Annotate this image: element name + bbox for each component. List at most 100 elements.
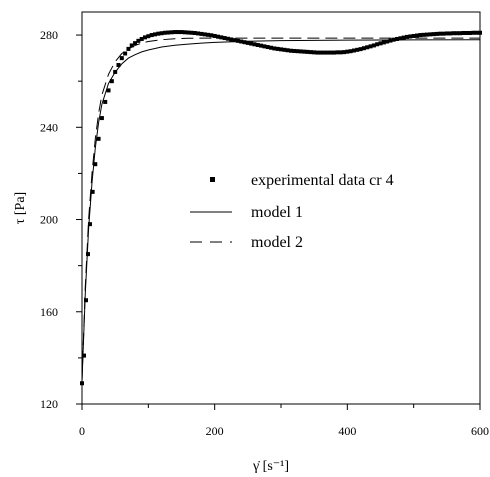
data-point — [365, 45, 370, 50]
y-tick-label: 280 — [40, 28, 58, 42]
data-point — [255, 42, 260, 47]
x-tick-label: 400 — [338, 424, 356, 438]
data-point — [292, 48, 297, 53]
legend-label: model 1 — [251, 204, 303, 221]
data-point — [196, 31, 201, 36]
data-point — [162, 30, 167, 35]
data-point — [348, 49, 353, 54]
data-point — [428, 32, 433, 37]
data-point — [242, 40, 247, 45]
data-point — [408, 34, 413, 39]
data-point — [103, 99, 108, 104]
data-point — [133, 41, 138, 46]
data-point — [351, 48, 356, 53]
data-point — [295, 49, 300, 54]
data-point — [279, 47, 283, 52]
data-point — [212, 33, 217, 38]
data-point — [259, 43, 264, 48]
series-2 — [81, 39, 481, 381]
y-tick-label: 120 — [40, 397, 58, 411]
data-point — [123, 51, 128, 56]
data-point — [80, 381, 84, 386]
legend: experimental data cr 4 model 1 model 2 — [190, 172, 394, 251]
data-point — [371, 43, 376, 48]
x-tick-label: 600 — [471, 424, 489, 438]
data-point — [298, 49, 303, 54]
data-point — [235, 38, 240, 43]
data-point — [378, 41, 383, 46]
data-point — [96, 136, 101, 141]
data-point — [272, 46, 277, 51]
data-point — [345, 49, 350, 54]
data-point — [215, 34, 220, 39]
data-point — [202, 32, 207, 37]
data-point — [335, 50, 340, 55]
data-point — [152, 32, 157, 37]
data-point — [126, 46, 131, 51]
data-point — [332, 50, 337, 55]
data-point — [454, 31, 459, 36]
data-point — [451, 31, 456, 36]
data-point — [381, 40, 386, 45]
y-tick-label: 200 — [40, 213, 58, 227]
data-point — [156, 31, 161, 36]
data-point — [478, 30, 482, 35]
series-line — [81, 37, 480, 381]
x-axis-label: γ̇ [s⁻¹] — [252, 459, 289, 474]
data-point — [322, 50, 327, 55]
data-point — [249, 41, 254, 46]
data-point — [338, 50, 343, 55]
data-point — [405, 34, 410, 39]
data-point — [401, 35, 406, 40]
data-point — [206, 32, 211, 37]
data-point — [385, 39, 390, 44]
data-point — [461, 30, 466, 35]
data-point — [431, 32, 436, 37]
data-point — [424, 32, 429, 37]
data-point — [368, 44, 373, 49]
data-point — [325, 50, 330, 55]
data-point — [199, 31, 204, 36]
data-point — [414, 33, 419, 38]
data-point — [305, 49, 310, 54]
ticks: 0 200 400 600 120 160 200 240 280 — [40, 28, 489, 438]
data-point — [302, 49, 307, 54]
data-point — [169, 30, 174, 35]
data-point — [83, 298, 88, 303]
data-point — [106, 88, 111, 93]
y-axis-label: τ [Pa] — [13, 192, 28, 224]
data-point — [139, 36, 144, 41]
data-point — [99, 116, 104, 121]
data-point — [471, 30, 476, 35]
data-point — [149, 33, 154, 38]
data-point — [166, 30, 171, 35]
data-point — [219, 35, 224, 40]
legend-label: experimental data cr 4 — [251, 172, 394, 189]
data-point — [275, 46, 280, 51]
data-point — [328, 50, 333, 55]
data-point — [388, 38, 393, 43]
data-point — [119, 56, 124, 61]
data-point — [90, 189, 95, 194]
data-point — [269, 45, 274, 50]
y-tick-label: 160 — [40, 305, 58, 319]
data-point — [179, 30, 184, 35]
data-point — [468, 30, 473, 35]
data-point — [172, 30, 177, 35]
data-point — [176, 30, 181, 35]
series-line — [81, 39, 481, 381]
data-point — [232, 38, 237, 43]
data-point — [143, 35, 148, 40]
legend-marker — [210, 177, 215, 182]
data-point — [438, 31, 443, 36]
data-point — [136, 38, 141, 43]
data-point — [288, 48, 293, 53]
data-point — [186, 30, 191, 35]
data-point — [93, 162, 98, 167]
data-point — [116, 63, 121, 68]
data-point — [464, 30, 469, 35]
data-point — [308, 50, 313, 55]
series-1 — [80, 30, 482, 386]
data-point — [318, 50, 323, 55]
data-point — [434, 31, 439, 36]
